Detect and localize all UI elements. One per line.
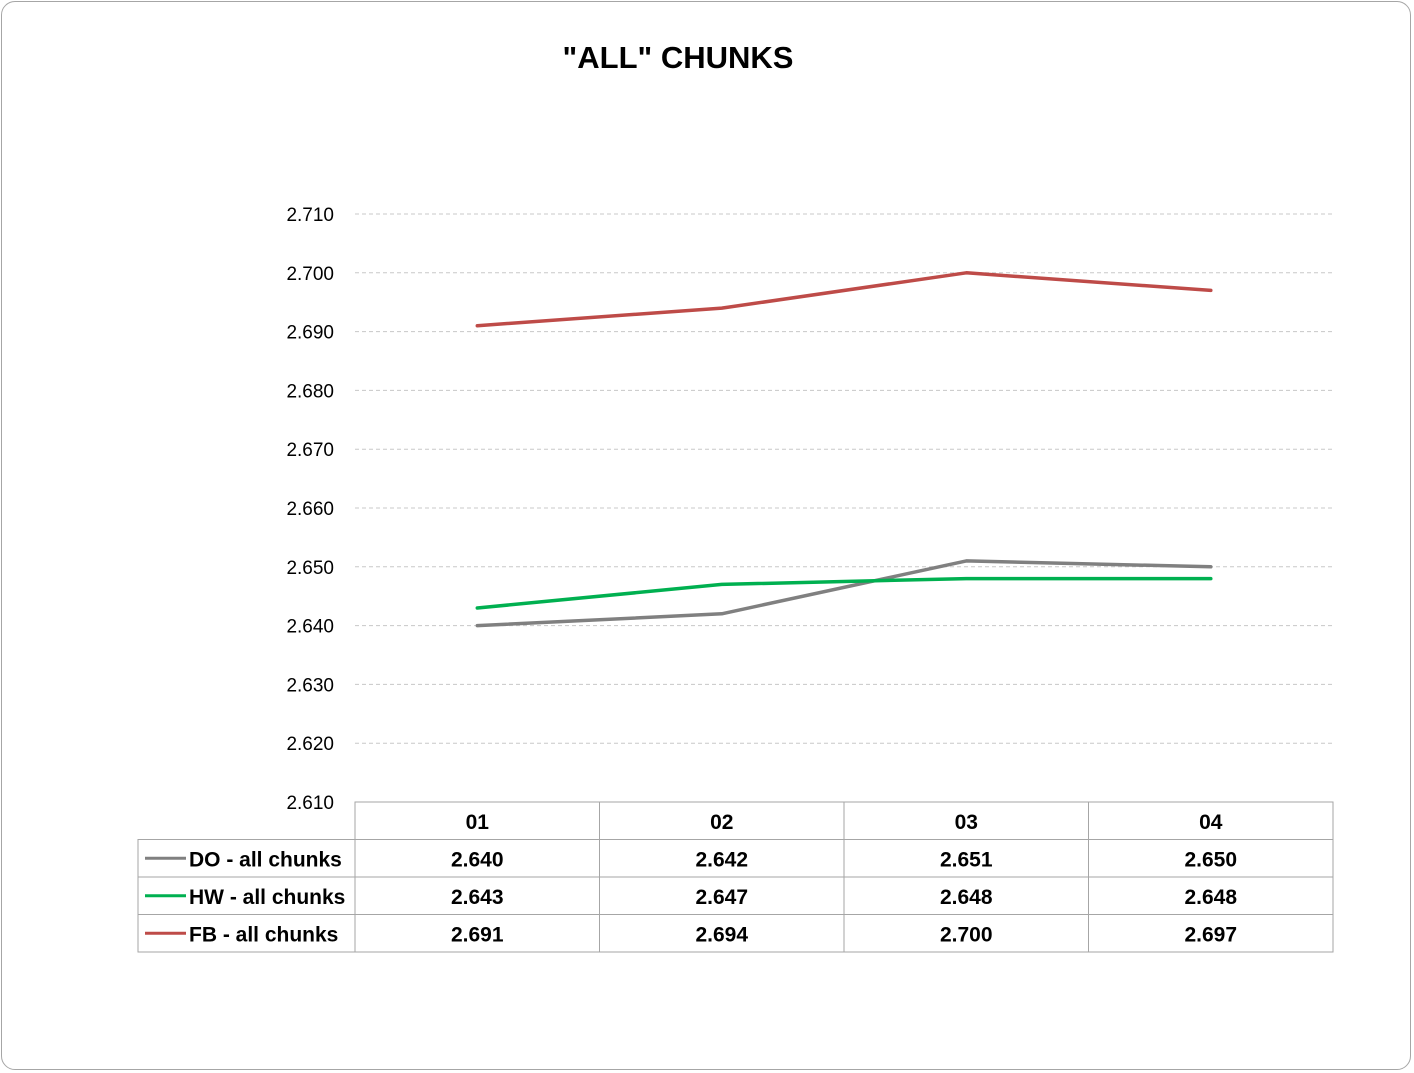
y-tick-label: 2.690: [286, 323, 334, 344]
data-label: 2.643: [451, 886, 504, 909]
legend-label: DO - all chunks: [189, 848, 342, 871]
y-tick-label: 2.640: [286, 617, 334, 638]
data-label: 2.697: [1184, 923, 1237, 946]
data-label: 2.648: [940, 886, 993, 909]
series-lines: [475, 271, 1213, 628]
series-line: [475, 271, 1213, 328]
y-tick-label: 2.620: [286, 734, 334, 755]
y-tick-label: 2.610: [286, 793, 334, 814]
data-label: 2.691: [451, 923, 504, 946]
category-label: 03: [955, 811, 978, 834]
y-tick-label: 2.710: [286, 205, 334, 226]
y-tick-label: 2.650: [286, 558, 334, 579]
data-table: 01 02 03 04 DO - all chunks 2.640 2.642 2.651 2.…: [137, 801, 1334, 953]
legend-label: HW - all chunks: [189, 886, 345, 909]
data-label: 2.694: [695, 923, 748, 946]
legend-label: FB - all chunks: [189, 923, 338, 946]
data-label: 2.642: [695, 848, 748, 871]
series-line: [475, 576, 1213, 610]
category-label: 01: [466, 811, 490, 834]
table-body-border: [137, 839, 1334, 953]
y-tick-label: 2.660: [286, 499, 334, 520]
series-line: [475, 559, 1213, 628]
chart-title: "ALL" CHUNKS: [562, 40, 794, 75]
y-axis: 2.710 2.700 2.690 2.680 2.670 2.660 2.650 2.640…: [286, 205, 334, 814]
data-label: 2.647: [695, 886, 748, 909]
y-tick-label: 2.680: [286, 381, 334, 402]
y-tick-label: 2.670: [286, 440, 334, 461]
data-label: 2.651: [940, 848, 993, 871]
category-label: 02: [710, 811, 733, 834]
data-label: 2.648: [1184, 886, 1237, 909]
category-label: 04: [1199, 811, 1223, 834]
y-tick-label: 2.630: [286, 675, 334, 696]
data-label: 2.650: [1184, 848, 1237, 871]
data-label: 2.700: [940, 923, 993, 946]
gridlines: [355, 213, 1333, 744]
y-tick-label: 2.700: [286, 264, 334, 285]
data-label: 2.640: [451, 848, 504, 871]
